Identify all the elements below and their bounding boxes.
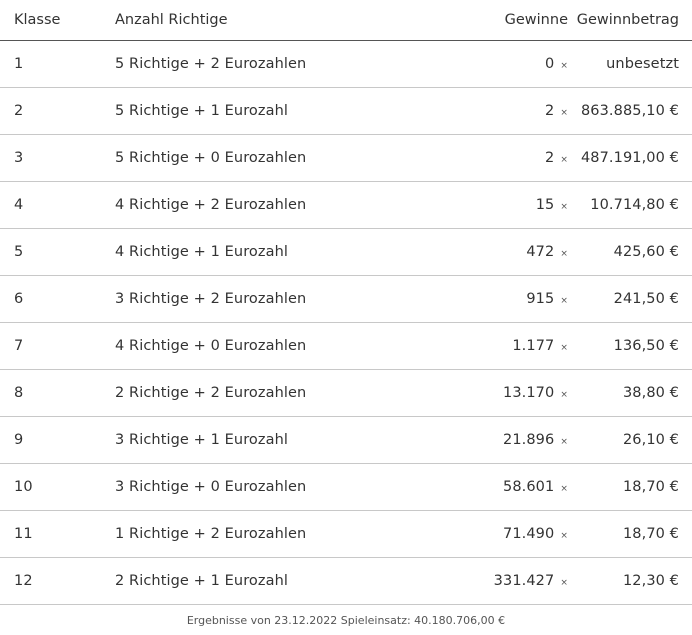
cell-klasse: 10 bbox=[0, 463, 115, 511]
cell-klasse: 4 bbox=[0, 181, 115, 229]
cell-betrag: 241,50 € bbox=[568, 275, 692, 323]
cell-anzahl: 1 Richtige + 2 Eurozahlen bbox=[115, 510, 405, 558]
cell-betrag: 487.191,00 € bbox=[568, 134, 692, 182]
cell-betrag: 18,70 € bbox=[568, 463, 692, 511]
cell-anzahl: 4 Richtige + 1 Eurozahl bbox=[115, 228, 405, 276]
times-icon: × bbox=[560, 108, 568, 118]
cell-gewinne: 331.427 × bbox=[405, 557, 568, 605]
cell-klasse: 12 bbox=[0, 557, 115, 605]
times-icon: × bbox=[560, 155, 568, 165]
cell-gewinne: 1.177 × bbox=[405, 322, 568, 370]
cell-betrag: unbesetzt bbox=[568, 40, 692, 88]
gewinne-count: 15 bbox=[535, 197, 555, 213]
cell-klasse: 6 bbox=[0, 275, 115, 323]
cell-betrag: 425,60 € bbox=[568, 228, 692, 276]
gewinne-count: 71.490 bbox=[503, 526, 555, 542]
cell-anzahl: 2 Richtige + 1 Eurozahl bbox=[115, 557, 405, 605]
gewinne-count: 331.427 bbox=[493, 573, 555, 589]
cell-anzahl: 4 Richtige + 2 Eurozahlen bbox=[115, 181, 405, 229]
cell-gewinne: 13.170 × bbox=[405, 369, 568, 417]
cell-betrag: 18,70 € bbox=[568, 510, 692, 558]
gewinne-count: 1.177 bbox=[512, 338, 555, 354]
cell-anzahl: 5 Richtige + 2 Eurozahlen bbox=[115, 40, 405, 88]
cell-klasse: 5 bbox=[0, 228, 115, 276]
cell-anzahl: 2 Richtige + 2 Eurozahlen bbox=[115, 369, 405, 417]
table-header-row: Klasse Anzahl Richtige Gewinne Gewinnbet… bbox=[0, 0, 692, 41]
header-anzahl: Anzahl Richtige bbox=[115, 0, 405, 41]
cell-gewinne: 915 × bbox=[405, 275, 568, 323]
cell-gewinne: 15 × bbox=[405, 181, 568, 229]
gewinne-count: 915 bbox=[526, 291, 555, 307]
header-betrag: Gewinnbetrag bbox=[568, 0, 692, 41]
results-footer: Ergebnisse von 23.12.2022 Spieleinsatz: … bbox=[186, 614, 506, 627]
cell-betrag: 12,30 € bbox=[568, 557, 692, 605]
times-icon: × bbox=[560, 437, 568, 447]
times-icon: × bbox=[560, 578, 568, 588]
gewinne-count: 13.170 bbox=[503, 385, 555, 401]
times-icon: × bbox=[560, 61, 568, 71]
cell-klasse: 2 bbox=[0, 87, 115, 135]
cell-klasse: 8 bbox=[0, 369, 115, 417]
times-icon: × bbox=[560, 202, 568, 212]
gewinne-count: 21.896 bbox=[503, 432, 555, 448]
cell-gewinne: 0 × bbox=[405, 40, 568, 88]
cell-gewinne: 58.601 × bbox=[405, 463, 568, 511]
times-icon: × bbox=[560, 390, 568, 400]
cell-klasse: 11 bbox=[0, 510, 115, 558]
table-row: 10 3 Richtige + 0 Eurozahlen 58.601 × 18,70 … bbox=[0, 463, 692, 511]
cell-gewinne: 2 × bbox=[405, 134, 568, 182]
cell-anzahl: 4 Richtige + 0 Eurozahlen bbox=[115, 322, 405, 370]
header-gewinne: Gewinne bbox=[405, 0, 568, 41]
header-klasse: Klasse bbox=[0, 0, 115, 41]
gewinne-count: 472 bbox=[526, 244, 555, 260]
cell-anzahl: 3 Richtige + 0 Eurozahlen bbox=[115, 463, 405, 511]
cell-betrag: 26,10 € bbox=[568, 416, 692, 464]
gewinne-count: 58.601 bbox=[503, 479, 555, 495]
gewinne-count: 0 bbox=[545, 56, 555, 72]
gewinne-count: 2 bbox=[545, 103, 555, 119]
results-table: Klasse Anzahl Richtige Gewinne Gewinnbet… bbox=[0, 0, 692, 605]
cell-betrag: 10.714,80 € bbox=[568, 181, 692, 229]
cell-klasse: 3 bbox=[0, 134, 115, 182]
cell-klasse: 1 bbox=[0, 40, 115, 88]
cell-gewinne: 2 × bbox=[405, 87, 568, 135]
cell-klasse: 7 bbox=[0, 322, 115, 370]
cell-betrag: 38,80 € bbox=[568, 369, 692, 417]
times-icon: × bbox=[560, 531, 568, 541]
times-icon: × bbox=[560, 484, 568, 494]
cell-anzahl: 3 Richtige + 1 Eurozahl bbox=[115, 416, 405, 464]
cell-betrag: 136,50 € bbox=[568, 322, 692, 370]
times-icon: × bbox=[560, 296, 568, 306]
table-row: 11 1 Richtige + 2 Eurozahlen 71.490 × 18,70 … bbox=[0, 510, 692, 558]
cell-klasse: 9 bbox=[0, 416, 115, 464]
times-icon: × bbox=[560, 343, 568, 353]
gewinne-count: 2 bbox=[545, 150, 555, 166]
times-icon: × bbox=[560, 249, 568, 259]
cell-gewinne: 21.896 × bbox=[405, 416, 568, 464]
cell-anzahl: 3 Richtige + 2 Eurozahlen bbox=[115, 275, 405, 323]
cell-gewinne: 71.490 × bbox=[405, 510, 568, 558]
cell-anzahl: 5 Richtige + 0 Eurozahlen bbox=[115, 134, 405, 182]
table-row: 12 2 Richtige + 1 Eurozahl 331.427 × 12,30 € bbox=[0, 557, 692, 605]
cell-anzahl: 5 Richtige + 1 Eurozahl bbox=[115, 87, 405, 135]
cell-gewinne: 472 × bbox=[405, 228, 568, 276]
cell-betrag: 863.885,10 € bbox=[568, 87, 692, 135]
